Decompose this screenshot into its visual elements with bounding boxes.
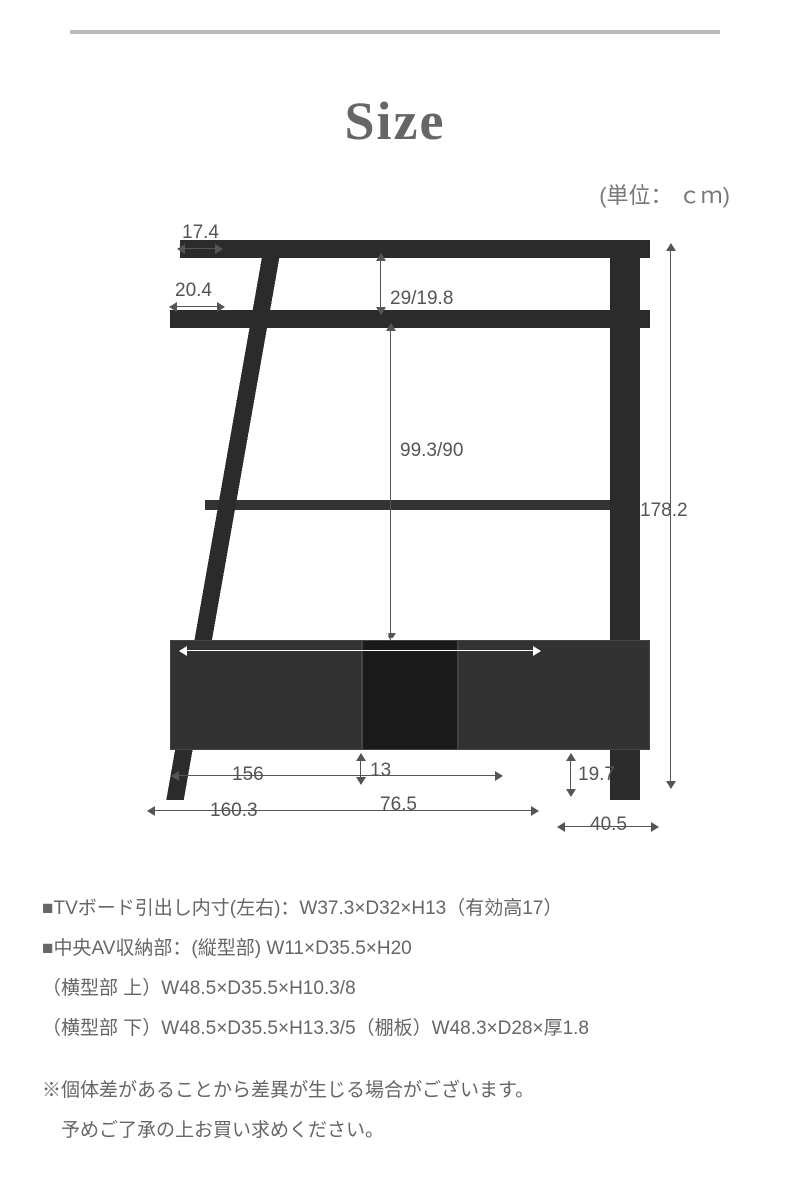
dim-d2: 20.4 — [175, 280, 212, 302]
horizontal-rule — [70, 30, 720, 34]
arrow-d12 — [570, 754, 571, 796]
dim-d4: 99.3/90 — [400, 440, 463, 462]
dim-d11: 76.5 — [380, 794, 417, 816]
arrow-d13 — [558, 826, 658, 827]
dim-d13: 40.5 — [590, 814, 627, 836]
disclaimer-block: ※個体差があることから差異が生じる場合がございます。 予めご了承の上お買い求めく… — [42, 1072, 748, 1150]
spec-line-3: （横型部 上）W48.5×D35.5×H10.3/8 — [42, 970, 748, 1008]
dimension-diagram: 17.4 20.4 29/19.8 99.3/90 178.2 156 40.5… — [100, 230, 690, 850]
dim-d12: 19.7 — [578, 764, 615, 786]
disclaimer-line-2: 予めご了承の上お買い求めください。 — [42, 1112, 748, 1150]
cabinet-drawer-right — [458, 640, 650, 750]
arrow-d6 — [180, 650, 540, 651]
arrow-d10 — [148, 810, 538, 811]
arrow-d4 — [390, 324, 391, 640]
dim-d9: 13 — [370, 760, 391, 782]
unit-label: (単位： ｃｍ) — [599, 178, 730, 210]
dim-d3: 29/19.8 — [390, 288, 453, 310]
disclaimer-line-1: ※個体差があることから差異が生じる場合がございます。 — [42, 1072, 748, 1110]
cabinet — [170, 640, 650, 750]
spec-line-4: （横型部 下）W48.5×D35.5×H13.3/5（棚板）W48.3×D28×… — [42, 1010, 748, 1048]
furniture-sketch — [150, 240, 650, 800]
arrow-d8 — [172, 775, 502, 776]
arrow-d1 — [178, 248, 222, 249]
dim-d6: 156 — [260, 624, 292, 646]
cabinet-drawer-left — [170, 640, 362, 750]
arrow-d2 — [170, 306, 224, 307]
dim-d1: 17.4 — [182, 222, 219, 244]
cabinet-av-center — [362, 640, 459, 750]
page-title: Size — [0, 90, 790, 152]
spec-line-1: ■TVボード引出し内寸(左右)：W37.3×D32×H13（有効高17） — [42, 890, 748, 928]
arrow-d3 — [380, 254, 381, 314]
dim-d10: 160.3 — [210, 800, 258, 822]
arrow-d9 — [360, 754, 361, 784]
spec-line-2: ■中央AV収納部：(縦型部) W11×D35.5×H20 — [42, 930, 748, 968]
dim-d5: 178.2 — [640, 500, 688, 522]
dim-d7: 40.5 — [368, 624, 405, 646]
specs-block: ■TVボード引出し内寸(左右)：W37.3×D32×H13（有効高17） ■中央… — [42, 890, 748, 1152]
arrow-d5 — [670, 244, 671, 788]
